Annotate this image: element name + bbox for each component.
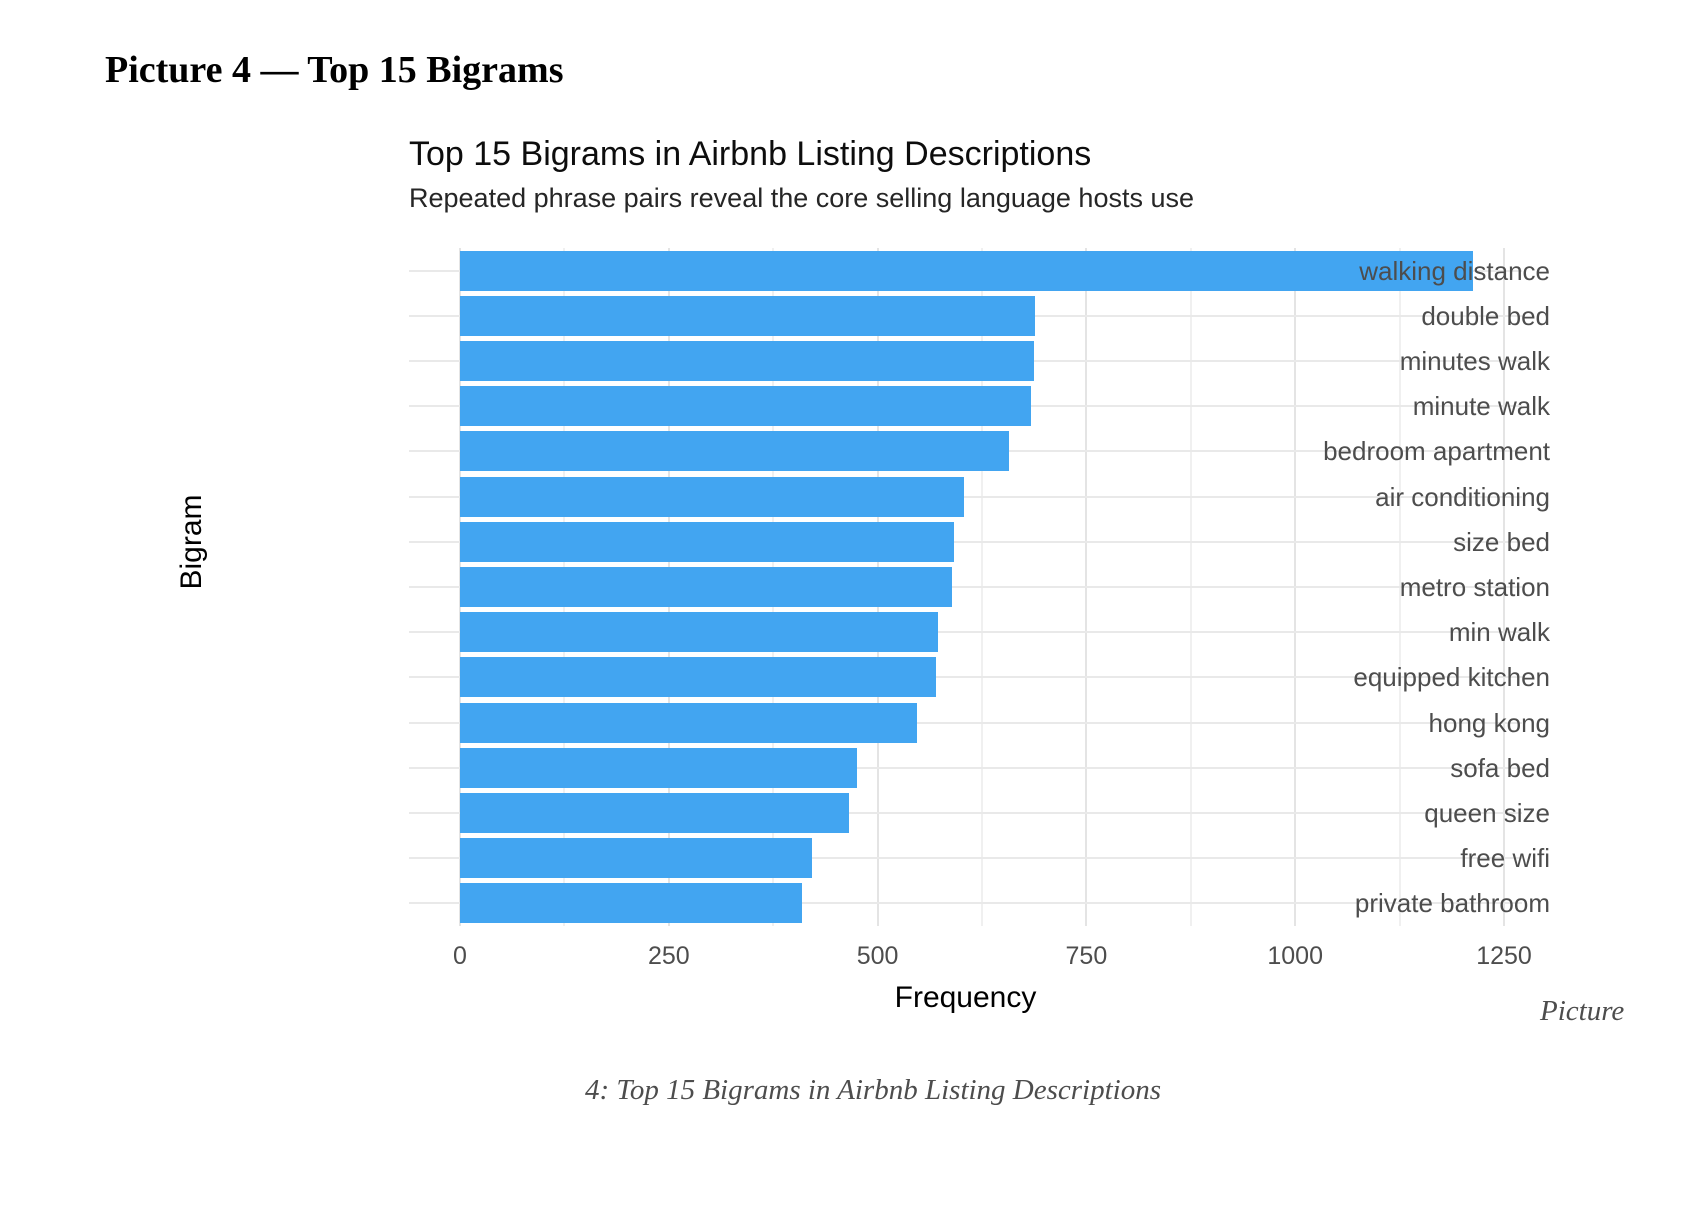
y-axis-label: size bed [1453, 526, 1550, 557]
caption-word-picture: Picture [1540, 995, 1625, 1027]
y-axis-label: queen size [1424, 798, 1550, 828]
bar [460, 612, 938, 653]
y-axis-title: Bigram [175, 494, 208, 590]
row-gridline [409, 721, 1522, 724]
y-axis-label: double bed [1421, 300, 1550, 331]
bar [460, 521, 954, 562]
x-axis-tick-label: 250 [647, 942, 690, 970]
row-gridline [409, 766, 1522, 769]
x-axis-tick-label: 500 [856, 942, 899, 970]
chart-subtitle: Repeated phrase pairs reveal the core se… [409, 183, 1195, 213]
y-axis-label: private bathroom [1354, 888, 1550, 919]
y-axis-label: bedroom apartment [1323, 436, 1550, 467]
row-gridline [409, 857, 1522, 860]
y-axis-label: minute walk [1412, 391, 1550, 422]
y-axis-label: walking distance [1359, 255, 1550, 286]
bar [460, 476, 964, 517]
bar-chart-figure: Top 15 Bigrams in Airbnb Listing Descrip… [120, 125, 1550, 1030]
x-axis-tick-label: 750 [1065, 942, 1108, 970]
bar [460, 657, 937, 698]
y-axis-label: free wifi [1460, 843, 1550, 874]
y-axis-label: minutes walk [1399, 346, 1550, 376]
bar [460, 386, 1032, 427]
x-axis-tick-label: 0 [453, 942, 467, 970]
figure-caption: 4: Top 15 Bigrams in Airbnb Listing Desc… [584, 1074, 1162, 1106]
plot-panel [409, 248, 1522, 926]
row-gridline [409, 495, 1522, 498]
bar [460, 702, 917, 743]
row-gridline [409, 540, 1522, 543]
x-axis-title: Frequency [894, 981, 1037, 1014]
row-gridline [409, 902, 1522, 905]
row-gridline [409, 676, 1522, 679]
x-axis-tick-label: 1000 [1267, 942, 1323, 970]
section-heading: Picture 4 — Top 15 Bigrams [105, 49, 564, 91]
y-axis-label: air conditioning [1375, 481, 1550, 512]
bar [460, 883, 802, 924]
bar [460, 250, 1474, 291]
bar [460, 793, 850, 833]
y-axis-label: sofa bed [1450, 752, 1550, 783]
row-gridline [409, 586, 1522, 588]
chart-title: Top 15 Bigrams in Airbnb Listing Descrip… [409, 135, 1092, 173]
bar [460, 295, 1035, 336]
bar [460, 747, 857, 788]
bar [460, 341, 1034, 381]
row-gridline [409, 812, 1522, 814]
row-gridline [409, 631, 1522, 634]
bar [460, 431, 1009, 472]
y-axis-label: equipped kitchen [1353, 662, 1550, 693]
y-axis-label: metro station [1399, 572, 1550, 602]
y-axis-label: hong kong [1428, 707, 1550, 738]
y-axis-label: min walk [1448, 617, 1550, 648]
bar [460, 838, 812, 879]
bar [460, 567, 952, 607]
x-axis-tick-label: 1250 [1476, 942, 1532, 970]
